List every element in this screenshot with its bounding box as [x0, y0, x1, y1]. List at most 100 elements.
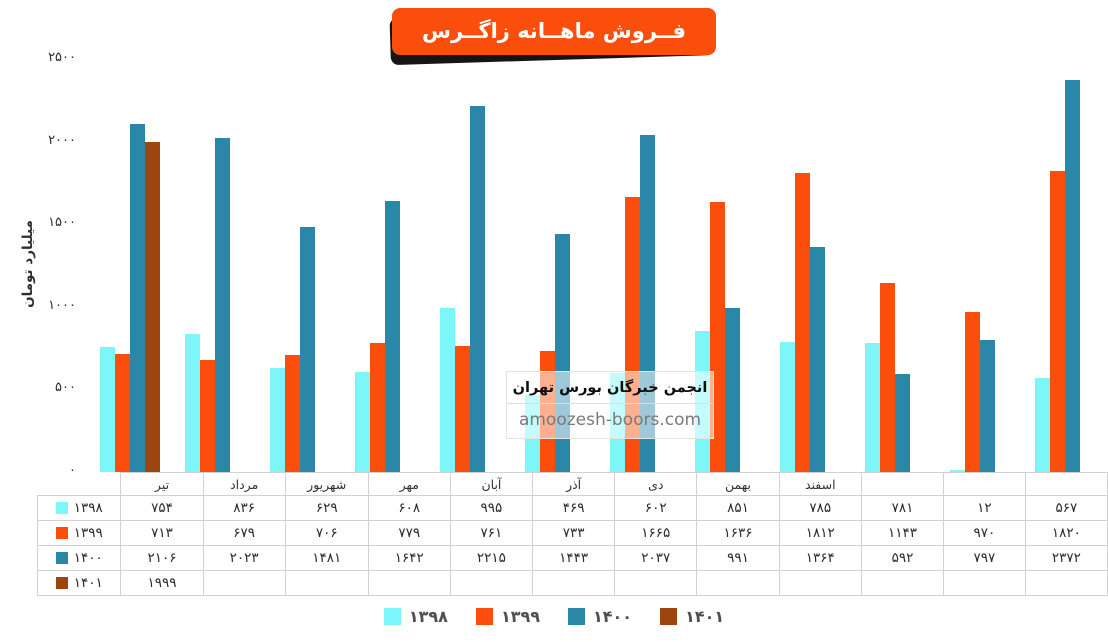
bar-1401-m1 — [144, 142, 160, 472]
bar-1400-m10 — [894, 374, 910, 472]
table-value-cell: ۱۲ — [943, 495, 1026, 521]
table-month-header: شهریور — [284, 472, 369, 496]
table-value-cell: ۶۰۲ — [614, 495, 698, 521]
legend-item-1400: ۱۴۰۰ — [568, 607, 632, 626]
table-value-cell — [778, 570, 862, 596]
table-row: ۱۴۰۰ ۲۱۰۶ ۲۰۲۳ ۱۴۸۱ ۱۶۴۲ ۲۲۱۵ ۱۴۴۳ ۲۰۳۷ ۹۹۱ ۱۳۶۴ ۵… — [36, 545, 1108, 571]
watermark-org-name: انجمن خبرگان بورس تهران — [512, 380, 708, 396]
series-swatch-icon — [55, 502, 68, 514]
table-value-cell: ۷۳۳ — [532, 520, 616, 546]
bar-cluster — [257, 59, 342, 472]
table-month-header: اسفند — [778, 472, 862, 496]
table-value-cell: ۲۳۷۲ — [1024, 545, 1108, 571]
bar-1399-m12 — [1049, 171, 1065, 472]
bar-1398-m12 — [1034, 378, 1050, 472]
table-value-cell: ۶۷۹ — [202, 520, 286, 546]
bar-1398-m11 — [949, 470, 965, 472]
table-value-cell — [449, 570, 534, 596]
table-value-cell: ۷۱۳ — [120, 520, 204, 546]
legend-swatch-icon — [568, 608, 585, 625]
legend-item-1401: ۱۴۰۱ — [660, 607, 724, 626]
table-value-cell — [696, 570, 780, 596]
legend-label: ۱۴۰۰ — [593, 607, 633, 626]
title-container: فــروش ماهــانه زاگــرس — [389, 7, 717, 66]
bar-1399-m5 — [454, 346, 470, 472]
table-row: ۱۴۰۱ ۱۹۹۹ — [36, 570, 1108, 596]
table-value-cell — [614, 570, 698, 596]
table-corner-cell — [38, 473, 121, 496]
series-swatch-icon — [55, 552, 68, 564]
table-value-cell: ۱۸۲۰ — [1024, 520, 1108, 546]
bar-cluster — [427, 59, 512, 472]
series-year-label: ۱۳۹۹ — [73, 525, 103, 541]
table-value-cell: ۸۵۱ — [696, 495, 780, 521]
bar-1399-m4 — [369, 343, 385, 472]
table-value-cell — [860, 570, 945, 596]
legend-label: ۱۴۰۱ — [685, 607, 725, 626]
bar-1398-m1 — [99, 347, 115, 472]
y-axis-tick: ۱۵۰۰ — [48, 215, 76, 231]
page-title: فــروش ماهــانه زاگــرس — [391, 8, 717, 55]
title-row: فــروش ماهــانه زاگــرس — [0, 7, 1108, 66]
table-value-cell: ۹۷۰ — [943, 520, 1026, 546]
bar-cluster — [87, 59, 172, 472]
series-swatch-icon — [55, 577, 68, 589]
y-axis-tick: ۰ — [69, 463, 76, 478]
table-value-cell: ۱۶۳۶ — [696, 520, 780, 546]
table-value-cell: ۷۹۷ — [943, 545, 1026, 571]
table-value-cell — [532, 570, 616, 596]
bar-1400-m11 — [979, 340, 995, 472]
table-value-cell: ۹۹۱ — [696, 545, 780, 571]
table-month-header — [1024, 472, 1108, 496]
table-value-cell: ۱۶۴۲ — [367, 545, 451, 571]
table-value-cell: ۴۶۹ — [532, 495, 616, 521]
table-value-cell: ۵۶۷ — [1024, 495, 1108, 521]
bar-1399-m3 — [284, 355, 300, 472]
table-value-cell: ۲۰۲۳ — [202, 545, 286, 571]
bar-1399-m11 — [964, 312, 980, 472]
bar-1398-m9 — [779, 342, 795, 472]
legend-item-1399: ۱۳۹۹ — [475, 607, 540, 626]
table-value-cell: ۹۹۵ — [449, 495, 534, 521]
table-value-cell: ۲۰۳۷ — [614, 545, 698, 571]
table-month-header: آذر — [532, 472, 616, 496]
table-month-header: مرداد — [202, 472, 286, 496]
legend-label: ۱۳۹۸ — [408, 607, 448, 626]
bar-1400-m5 — [469, 106, 485, 472]
table-value-cell: ۱۳۶۴ — [778, 545, 862, 571]
watermark: انجمن خبرگان بورس تهران amoozesh-boors.c… — [506, 371, 714, 439]
bar-cluster — [767, 59, 852, 472]
y-axis-tick: ۱۰۰۰ — [48, 297, 76, 313]
table-value-cell — [943, 570, 1026, 596]
legend-swatch-icon — [383, 608, 401, 625]
legend-swatch-icon — [660, 608, 678, 625]
bar-1400-m1 — [129, 124, 145, 472]
table-year-cell: ۱۴۰۱ — [36, 570, 122, 596]
bar-1398-m3 — [269, 368, 285, 472]
bar-1399-m1 — [114, 354, 130, 472]
bar-cluster — [1022, 59, 1107, 472]
bar-cluster — [172, 59, 257, 472]
bar-cluster — [937, 59, 1022, 472]
table-month-header: دی — [614, 472, 698, 496]
table-row: ۱۳۹۸ ۷۵۴ ۸۳۶ ۶۲۹ ۶۰۸ ۹۹۵ ۴۶۹ ۶۰۲ ۸۵۱ ۷۸۵ ۷۸۱ ۱۲ ۵۶۷ — [36, 495, 1108, 521]
series-year-label: ۱۳۹۸ — [73, 500, 103, 516]
bar-cluster — [852, 59, 937, 472]
table-value-cell: ۷۰۶ — [284, 520, 369, 546]
table-value-cell: ۱۹۹۹ — [120, 570, 204, 596]
table-value-cell — [202, 570, 286, 596]
table-value-cell: ۱۱۴۳ — [860, 520, 945, 546]
table-month-header: مهر — [367, 472, 451, 496]
y-axis-tick: ۵۰۰ — [55, 380, 76, 396]
table-value-cell: ۱۴۸۱ — [284, 545, 369, 571]
bar-1399-m9 — [794, 173, 810, 472]
table-value-cell: ۷۶۱ — [449, 520, 534, 546]
table-row: ۱۳۹۹ ۷۱۳ ۶۷۹ ۷۰۶ ۷۷۹ ۷۶۱ ۷۳۳ ۱۶۶۵ ۱۶۳۶ ۱۸۱۲ ۱۱۴۳ ۹۷… — [36, 520, 1108, 546]
bar-1399-m10 — [879, 283, 895, 472]
bar-1400-m4 — [384, 201, 400, 472]
legend-item-1398: ۱۳۹۸ — [383, 607, 448, 626]
series-year-label: ۱۴۰۱ — [73, 575, 103, 591]
table-month-header: آبان — [449, 472, 534, 496]
series-swatch-icon — [55, 527, 68, 539]
